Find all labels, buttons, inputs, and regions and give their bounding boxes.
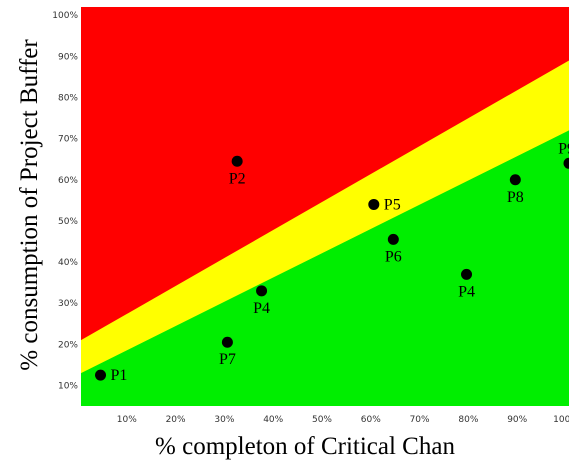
point-marker xyxy=(256,285,268,297)
point-marker xyxy=(509,174,521,186)
y-tick-label: 10% xyxy=(58,381,78,391)
green-zone xyxy=(81,130,569,406)
point-label: P9 xyxy=(558,140,569,157)
data-points: P1 P7 P4 P2 P5 P6 P4 P8 P9 xyxy=(95,140,569,384)
point-marker xyxy=(563,157,569,169)
point-label: P5 xyxy=(384,196,401,213)
y-tick-label: 90% xyxy=(58,52,78,62)
x-tick-label: 80% xyxy=(458,415,478,425)
y-tick-label: 100% xyxy=(52,11,78,21)
point-marker xyxy=(368,198,380,210)
x-axis-ticks: 10% 20% 30% 40% 50% 60% 70% 80% 90% 100% xyxy=(117,415,569,425)
y-axis-ticks: 10% 20% 30% 40% 50% 60% 70% 80% 90% 100% xyxy=(52,11,78,391)
y-tick-label: 40% xyxy=(58,258,78,268)
y-tick-label: 70% xyxy=(58,135,78,145)
y-tick-label: 50% xyxy=(58,217,78,227)
x-tick-label: 70% xyxy=(410,415,430,425)
point-label: P7 xyxy=(219,351,236,368)
x-tick-label: 100% xyxy=(553,415,569,425)
point-label: P8 xyxy=(507,189,524,206)
point-label: P4 xyxy=(458,283,475,300)
point-marker xyxy=(387,233,399,245)
x-axis-title: % completon of Critical Chan xyxy=(155,433,455,460)
x-tick-label: 10% xyxy=(117,415,137,425)
point-label: P1 xyxy=(111,367,128,384)
x-tick-label: 40% xyxy=(263,415,283,425)
chart-zones xyxy=(81,7,569,406)
point-marker xyxy=(231,155,243,167)
point-label: P6 xyxy=(385,248,402,265)
point-label: P2 xyxy=(229,170,246,187)
x-tick-label: 20% xyxy=(166,415,186,425)
y-tick-label: 30% xyxy=(58,299,78,309)
y-tick-label: 80% xyxy=(58,93,78,103)
x-tick-label: 50% xyxy=(312,415,332,425)
y-tick-label: 20% xyxy=(58,340,78,350)
x-tick-label: 60% xyxy=(361,415,381,425)
point-marker xyxy=(221,336,233,348)
point-marker xyxy=(95,369,107,381)
x-tick-label: 30% xyxy=(214,415,234,425)
point-label: P4 xyxy=(253,300,270,317)
x-tick-label: 90% xyxy=(507,415,527,425)
point-marker xyxy=(461,268,473,280)
y-axis-title: % consumption of Project Buffer xyxy=(16,39,43,371)
y-tick-label: 60% xyxy=(58,176,78,186)
